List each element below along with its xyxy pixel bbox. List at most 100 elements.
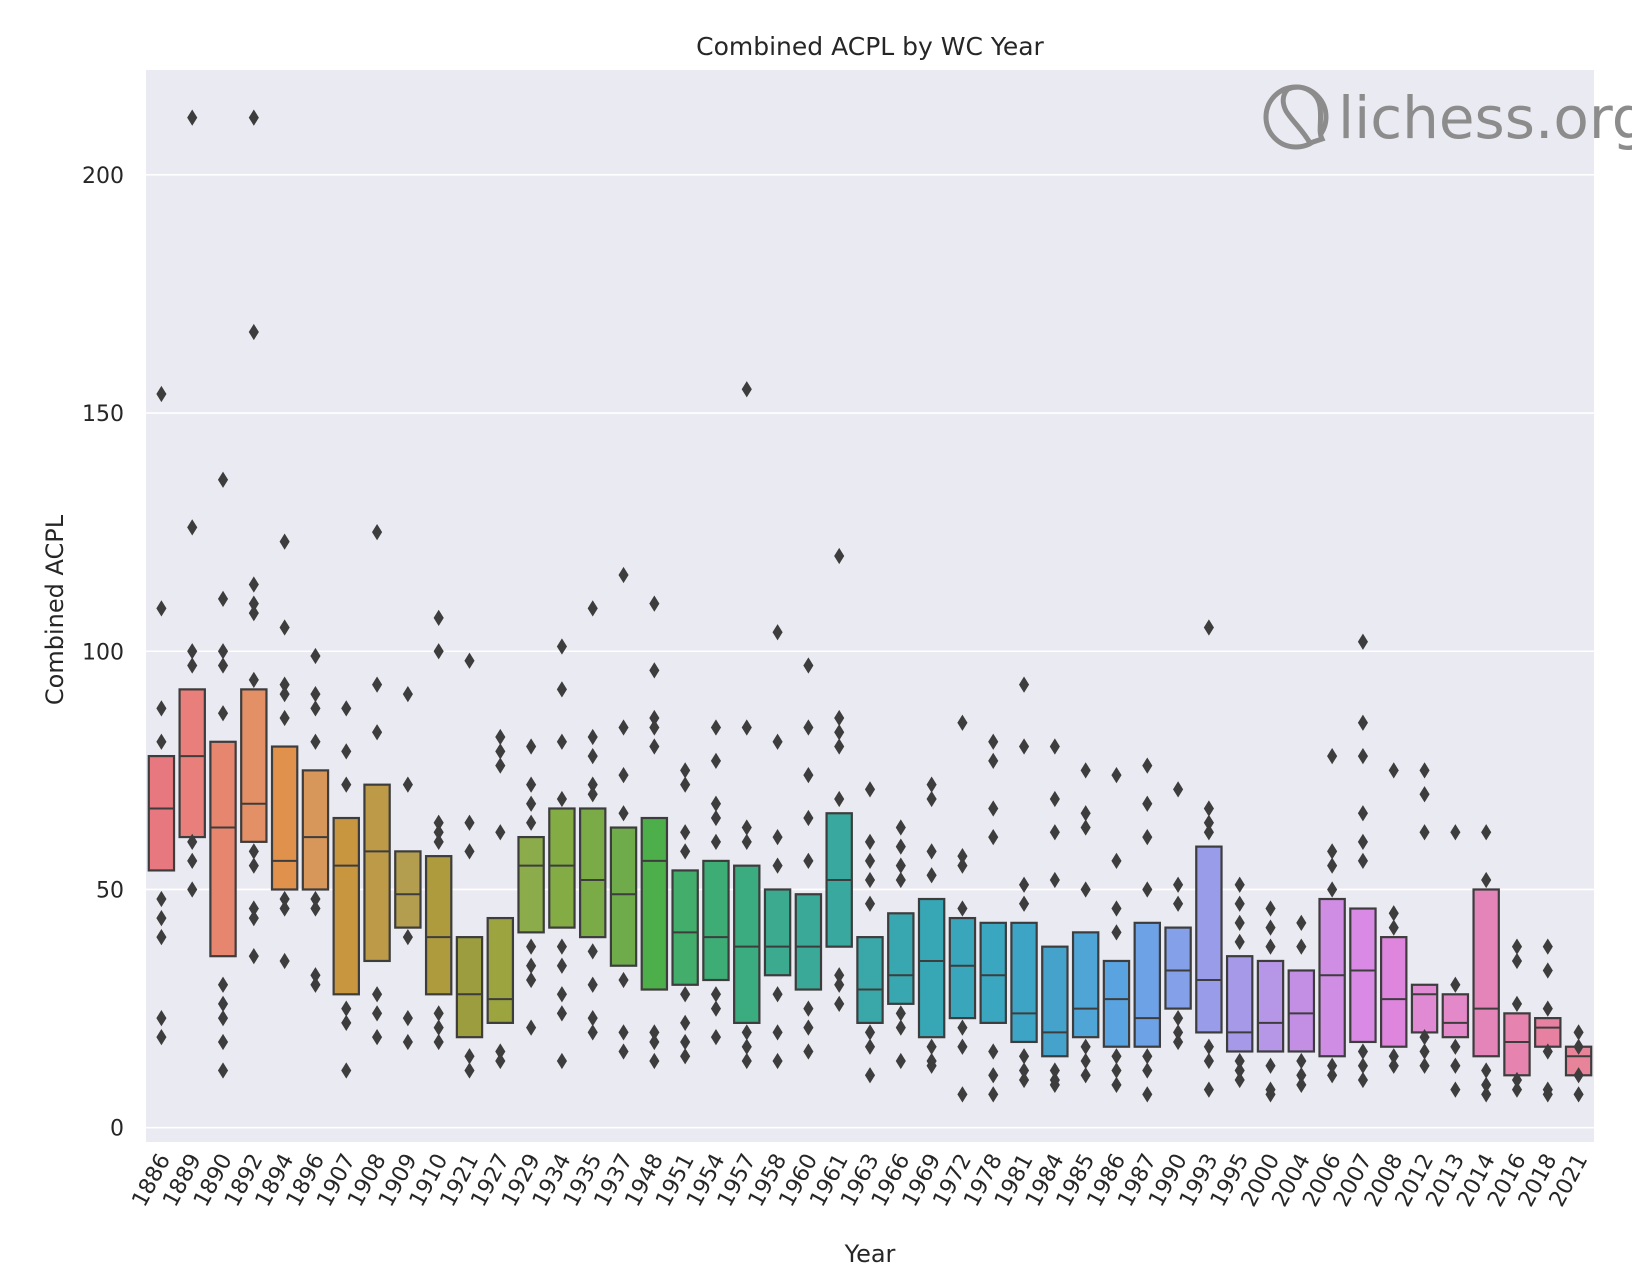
outlier-point [1080, 1038, 1091, 1055]
outlier-point [1542, 1043, 1553, 1060]
outlier-point [556, 1052, 567, 1070]
y-tick-label: 50 [96, 878, 124, 903]
outlier-point [741, 1038, 752, 1055]
outlier-point [371, 724, 383, 741]
outlier-point [1018, 738, 1030, 755]
outlier-point [1203, 800, 1214, 817]
outlier-point [156, 700, 167, 717]
outlier-point [1419, 1043, 1430, 1060]
box-group [948, 714, 977, 1103]
outlier-point [1049, 1062, 1060, 1079]
outlier-point [310, 976, 321, 993]
box [1010, 921, 1038, 1044]
outlier-point [1265, 1086, 1276, 1103]
outlier-point [587, 747, 598, 765]
outlier-point [1327, 747, 1338, 765]
outlier-point [156, 385, 167, 403]
outlier-point [1142, 881, 1153, 898]
outlier-point [1573, 1038, 1584, 1055]
y-tick-label: 0 [110, 1117, 124, 1142]
box [733, 864, 761, 1024]
outlier-point [1080, 881, 1091, 898]
outlier-point [680, 1014, 691, 1032]
outlier-point [279, 952, 290, 970]
outlier-point [680, 1033, 691, 1051]
outlier-point [649, 738, 660, 755]
outlier-point [587, 728, 598, 746]
outlier-point [1265, 919, 1276, 936]
outlier-point [1450, 1038, 1461, 1055]
outlier-point [587, 1024, 598, 1041]
outlier-point [495, 743, 506, 760]
box [1534, 1017, 1562, 1048]
outlier-point [988, 1086, 999, 1103]
outlier-point [618, 805, 629, 822]
outlier-point [464, 814, 475, 831]
outlier-point [310, 686, 321, 703]
outlier-point [1111, 1076, 1122, 1093]
outlier-point [1173, 1024, 1184, 1041]
outlier-point [587, 776, 598, 793]
box [979, 921, 1007, 1024]
outlier-point [1111, 767, 1122, 784]
outlier-point [680, 986, 691, 1003]
outlier-point [680, 1048, 691, 1065]
box-group [702, 719, 730, 1046]
outlier-point [864, 1038, 876, 1055]
outlier-point [1450, 1081, 1461, 1098]
outlier-point [1511, 1071, 1523, 1089]
y-ticks: 0 50 100 150 200 [82, 164, 124, 1142]
outlier-point [1265, 1057, 1276, 1074]
outlier-point [926, 776, 937, 793]
box-group [1441, 824, 1470, 1098]
box [1195, 845, 1223, 1034]
box [578, 807, 607, 939]
box [1349, 907, 1377, 1044]
outlier-point [1419, 1029, 1430, 1046]
outlier-point [741, 1052, 752, 1070]
outlier-point [1573, 1067, 1584, 1084]
outlier-point [926, 867, 937, 884]
box-group [301, 647, 330, 993]
box [455, 936, 484, 1039]
outlier-point [1511, 938, 1523, 955]
outlier-point [895, 1005, 906, 1022]
outlier-point [1203, 1052, 1214, 1070]
outlier-point [1080, 762, 1091, 779]
outlier-point [864, 852, 876, 870]
outlier-point [803, 809, 814, 827]
outlier-point [587, 600, 598, 617]
outlier-point [680, 824, 691, 841]
outlier-point [618, 971, 629, 989]
outlier-point [803, 1000, 814, 1017]
box-group [1349, 633, 1377, 1089]
box [1380, 936, 1408, 1048]
outlier-point [495, 1043, 506, 1060]
box [1256, 959, 1285, 1053]
outlier-point [1265, 900, 1276, 917]
outlier-point [1327, 1067, 1338, 1084]
box [1472, 888, 1500, 1058]
outlier-point [1234, 895, 1245, 912]
box [301, 769, 330, 891]
outlier-point [310, 900, 321, 917]
outlier-point [279, 900, 290, 917]
outlier-point [371, 986, 383, 1003]
outlier-point [556, 1005, 567, 1022]
outlier-point [402, 686, 413, 703]
box [640, 816, 669, 991]
box [1164, 926, 1192, 1010]
outlier-point [217, 643, 229, 660]
outlier-point [1142, 1086, 1153, 1103]
outlier-point [433, 814, 444, 831]
outlier-point [1327, 1057, 1338, 1074]
outlier-point [1542, 1086, 1553, 1103]
outlier-point [556, 681, 567, 698]
outlier-point [926, 790, 937, 808]
outlier-point [279, 686, 290, 703]
box-group [270, 533, 299, 970]
box-group [240, 109, 268, 965]
outlier-point [680, 762, 691, 779]
outlier-point [1203, 824, 1214, 841]
outlier-point [1080, 819, 1091, 836]
